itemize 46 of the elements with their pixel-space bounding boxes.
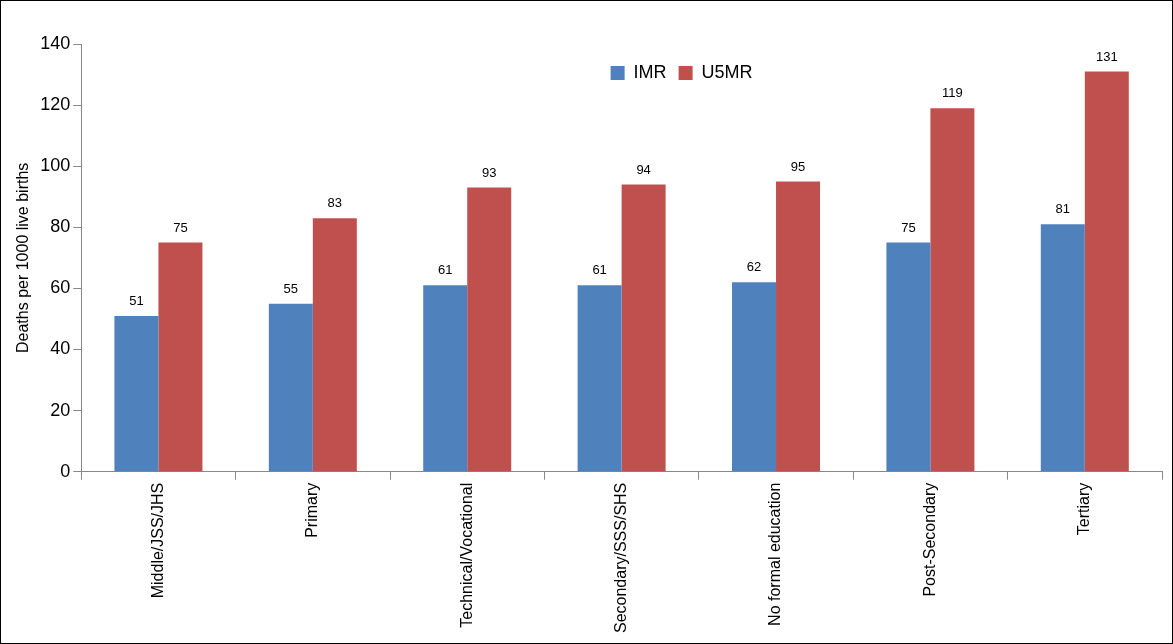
data-label: 61: [437, 262, 453, 278]
bar: [621, 184, 666, 472]
y-axis-title: Deaths per 1000 live births: [14, 162, 32, 354]
data-label: 131: [1095, 48, 1118, 64]
y-tick-label: 0: [60, 460, 71, 481]
data-label: 83: [327, 195, 343, 211]
data-label: 75: [901, 219, 916, 235]
x-tick-label: No formal education: [766, 482, 784, 626]
data-label: 81: [1055, 201, 1071, 217]
x-tick-label: Tertiary: [1075, 482, 1093, 536]
bar: [732, 282, 777, 472]
data-label: 62: [746, 259, 762, 275]
data-label: 94: [636, 161, 651, 177]
y-tick-label: 120: [40, 94, 71, 115]
x-tick-label: Primary: [303, 482, 321, 538]
y-tick-label: 20: [50, 399, 71, 420]
bar: [930, 108, 975, 472]
x-tick-label: Post-Secondary: [920, 482, 938, 597]
x-tick-label: Middle/JSS/JHS: [148, 482, 166, 599]
data-label: 55: [283, 280, 299, 296]
bar: [577, 285, 622, 472]
bar: [268, 303, 313, 472]
data-label: 95: [790, 158, 806, 174]
y-tick-label: 40: [50, 338, 71, 359]
bar: [1084, 71, 1129, 472]
bar: [423, 285, 468, 472]
y-tick-label: 60: [50, 277, 71, 298]
data-label: 119: [942, 85, 963, 101]
y-tick-label: 80: [50, 216, 71, 237]
bar: [776, 181, 821, 472]
bar: [886, 242, 931, 472]
data-label: 61: [592, 262, 607, 278]
legend-label: IMR: [633, 61, 667, 82]
bar: [1040, 224, 1085, 472]
x-tick-label: Technical/Vocational: [457, 482, 475, 628]
data-label: 51: [129, 292, 144, 308]
y-tick-label: 100: [40, 155, 71, 176]
x-tick-label: Secondary/SSS/SHS: [612, 482, 630, 633]
data-label: 75: [173, 219, 188, 235]
bar: [158, 242, 203, 472]
bar: [467, 187, 512, 472]
data-label: 93: [481, 164, 497, 180]
y-tick-label: 140: [40, 32, 71, 53]
bar: [312, 218, 357, 472]
bar: [114, 315, 159, 472]
legend-label: U5MR: [701, 61, 753, 82]
